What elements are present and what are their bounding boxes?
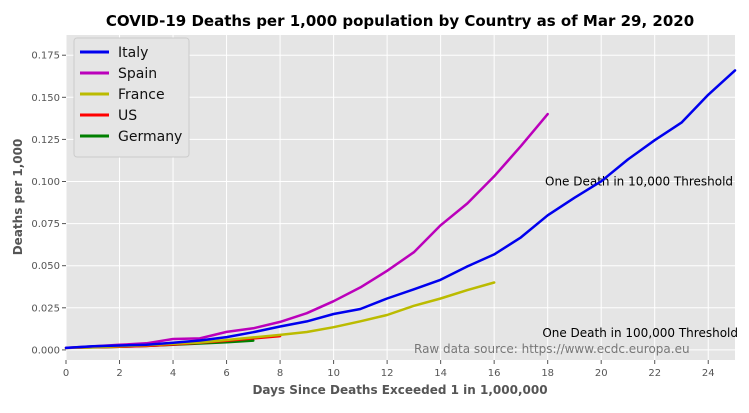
- series-lines: [64, 69, 737, 350]
- legend: Italy Spain France US Germany: [73, 37, 190, 158]
- y-tick-label: 0.125: [31, 135, 60, 146]
- legend-label-italy: Italy: [118, 45, 148, 61]
- x-tick-label: 14: [434, 368, 447, 379]
- y-tick-label: 0.025: [31, 303, 60, 314]
- series-line-spain: [64, 112, 549, 350]
- y-axis-label: Deaths per 1,000: [11, 139, 25, 256]
- y-tick-label: 0.050: [31, 261, 60, 272]
- x-tick-label: 22: [648, 368, 661, 379]
- x-tick-label: 20: [595, 368, 608, 379]
- x-tick-label: 2: [116, 368, 122, 379]
- x-tick-label: 0: [63, 368, 69, 379]
- legend-label-us: US: [118, 108, 137, 124]
- legend-label-germany: Germany: [118, 129, 182, 145]
- x-tick-label: 8: [277, 368, 283, 379]
- y-tick-label: 0.150: [31, 93, 60, 104]
- x-tick-label: 10: [327, 368, 340, 379]
- x-tick-label: 4: [170, 368, 176, 379]
- x-tick-label: 12: [381, 368, 394, 379]
- y-tick-label: 0.175: [31, 51, 60, 62]
- legend-box: [73, 37, 190, 158]
- legend-label-spain: Spain: [118, 66, 157, 82]
- axis-ticks: 0 2 4 6 8 10 12 14 16 18 20 22 240.0000.0250.0500.07…: [31, 51, 714, 379]
- threshold-annotation: One Death in 100,000 Threshold: [542, 326, 738, 340]
- threshold-annotation: One Death in 10,000 Threshold: [545, 175, 733, 189]
- y-tick-label: 0.075: [31, 219, 60, 230]
- chart-title: COVID-19 Deaths per 1,000 population by …: [106, 12, 694, 30]
- x-tick-label: 6: [223, 368, 229, 379]
- annotations: One Death in 10,000 Threshold One Death i…: [414, 175, 738, 356]
- x-tick-label: 16: [488, 368, 501, 379]
- x-axis-label: Days Since Deaths Exceeded 1 in 1,000,00…: [252, 383, 547, 397]
- source-note: Raw data source: https://www.ecdc.europa…: [414, 342, 690, 356]
- legend-label-france: France: [118, 87, 165, 103]
- x-tick-label: 24: [702, 368, 715, 379]
- y-tick-label: 0.100: [31, 177, 60, 188]
- y-tick-label: 0.000: [31, 345, 60, 356]
- x-tick-label: 18: [541, 368, 554, 379]
- series-line-italy: [64, 69, 737, 350]
